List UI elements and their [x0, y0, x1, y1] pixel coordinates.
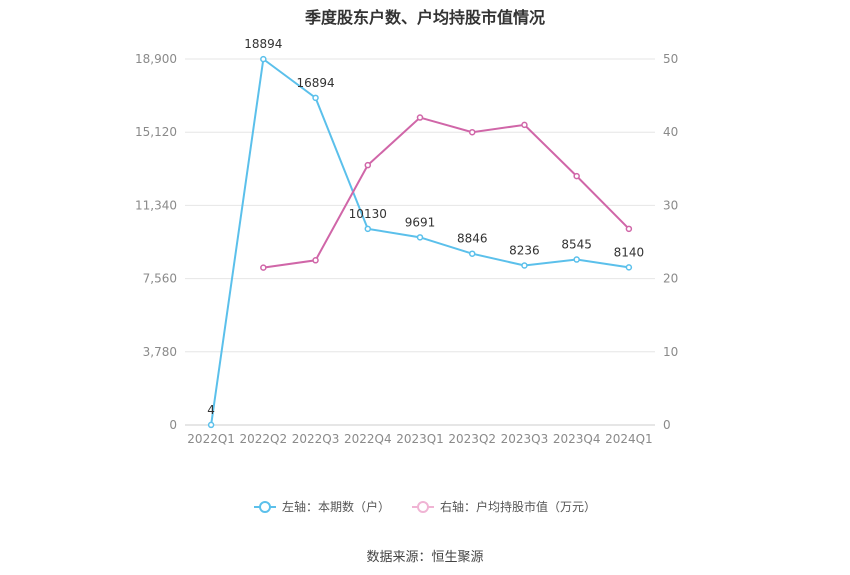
x-tick-label: 2022Q3	[292, 432, 340, 446]
legend-item-households[interactable]: 左轴：本期数（户）	[253, 498, 390, 515]
data-label: 8140	[614, 245, 645, 259]
legend-label-market-value: 右轴：户均持股市值（万元）	[440, 500, 597, 514]
x-tick-label: 2024Q1	[605, 432, 653, 446]
data-point	[625, 264, 633, 271]
data-label: 18894	[244, 37, 282, 51]
data-point	[416, 234, 424, 241]
data-label: 8846	[457, 232, 488, 246]
data-point	[521, 262, 528, 269]
x-tick-label: 2023Q4	[553, 432, 601, 446]
data-point	[207, 421, 215, 429]
x-axis: 2022Q1 2022Q2 2022Q3 2022Q4 2023Q1 2023Q2 2023…	[187, 432, 652, 446]
left-tick-label: 7,560	[143, 272, 177, 286]
chart-title: 季度股东户数、户均持股市值情况	[304, 8, 545, 27]
left-axis: 0 3,780 7,560 11,340 15,120 18,900	[135, 52, 177, 432]
data-point	[364, 225, 372, 233]
left-tick-label: 11,340	[135, 198, 177, 212]
x-tick-label: 2023Q1	[396, 432, 444, 446]
left-tick-label: 0	[169, 418, 177, 432]
data-point	[468, 128, 476, 136]
data-point	[468, 250, 476, 257]
data-labels: 4 18894 16894 10130 9691 8846 8236 8545 8140	[207, 37, 644, 417]
series-line-1	[263, 116, 630, 269]
left-tick-label: 3,780	[143, 345, 177, 359]
data-point	[625, 225, 633, 233]
data-label: 8236	[509, 244, 540, 258]
data-label: 9691	[405, 215, 436, 229]
x-tick-label: 2022Q2	[240, 432, 288, 446]
data-label: 16894	[296, 76, 334, 90]
data-point	[416, 114, 424, 121]
right-tick-label: 0	[663, 418, 671, 432]
left-tick-label: 18,900	[135, 52, 177, 66]
data-point	[312, 257, 319, 264]
right-tick-label: 50	[663, 52, 678, 66]
legend-line-circle-icon	[412, 500, 434, 513]
legend-item-market-value[interactable]: 右轴：户均持股市值（万元）	[412, 498, 596, 515]
gridlines	[185, 58, 655, 426]
right-tick-label: 30	[663, 198, 678, 212]
right-tick-label: 20	[663, 272, 678, 286]
legend-label-households: 左轴：本期数（户）	[281, 500, 390, 514]
data-label: 10130	[349, 207, 387, 221]
left-tick-label: 15,120	[135, 125, 177, 139]
data-point	[521, 121, 528, 129]
data-point	[312, 94, 319, 102]
right-tick-label: 10	[663, 345, 678, 359]
x-tick-label: 2022Q4	[344, 432, 392, 446]
legend: 左轴：本期数（户） 右轴：户均持股市值（万元）	[0, 498, 850, 515]
x-tick-label: 2023Q3	[501, 432, 549, 446]
x-tick-label: 2023Q2	[448, 432, 496, 446]
data-label: 8545	[561, 238, 592, 252]
data-label: 4	[207, 403, 215, 417]
data-source: 数据来源：恒生聚源	[366, 550, 484, 565]
data-point	[573, 172, 580, 180]
legend-line-circle-icon	[253, 500, 276, 513]
series-layer	[207, 55, 633, 429]
data-point	[364, 161, 372, 169]
data-point	[573, 256, 580, 263]
data-point	[260, 55, 267, 63]
x-tick-label: 2022Q1	[187, 432, 235, 446]
right-tick-label: 40	[663, 125, 678, 139]
data-point	[260, 264, 267, 271]
right-axis: 0 10 20 30 40 50	[663, 52, 678, 432]
